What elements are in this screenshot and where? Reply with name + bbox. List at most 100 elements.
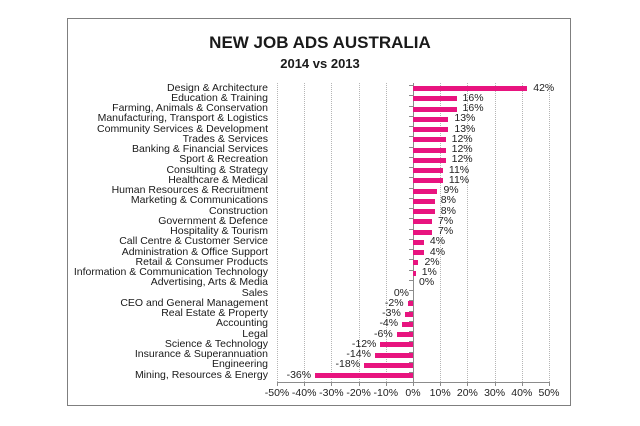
x-tick (440, 382, 442, 386)
category-label: Sport & Recreation (179, 153, 268, 166)
bar (413, 116, 449, 122)
gridline (467, 83, 469, 382)
bar (413, 168, 443, 173)
bar (413, 270, 416, 276)
y-tick (409, 197, 413, 199)
category-label: Banking & Financial Services (132, 143, 268, 155)
value-label: -36% (286, 368, 312, 381)
bar (413, 260, 419, 266)
y-tick (409, 126, 413, 127)
category-label: Sales (241, 286, 268, 299)
y-tick (409, 259, 413, 261)
x-tick-label: -40% (291, 387, 317, 399)
category-label: Engineering (211, 358, 268, 371)
value-label: -4% (379, 317, 399, 330)
value-label: -18% (335, 358, 361, 371)
y-tick (409, 218, 413, 220)
y-tick (409, 238, 413, 240)
bar (380, 342, 413, 348)
category-label: Science & Technology (164, 337, 268, 350)
bar (407, 301, 413, 307)
y-tick (409, 372, 413, 373)
y-tick (409, 300, 413, 302)
chart-frame (67, 18, 571, 406)
value-label: 13% (454, 112, 476, 125)
y-tick (409, 156, 413, 158)
value-label: -12% (351, 337, 377, 350)
value-label: 4% (429, 235, 446, 248)
category-label: Trades & Services (182, 132, 268, 145)
gridline (549, 83, 550, 382)
x-tick-label: -30% (319, 387, 344, 399)
y-tick (409, 341, 413, 343)
y-tick (409, 228, 413, 230)
value-label: 12% (451, 153, 473, 166)
value-label: -6% (374, 327, 393, 340)
category-label: Manufacturing, Transport & Logistics (97, 112, 268, 125)
category-label: Healthcare & Medical (168, 173, 268, 186)
category-label: Insurance & Superannuation (134, 348, 268, 360)
x-tick-label: -50% (264, 387, 290, 399)
value-label: 7% (438, 214, 454, 227)
bar (402, 321, 413, 327)
y-tick (409, 361, 413, 363)
category-label: Retail & Consumer Products (135, 255, 268, 268)
value-label: 42% (533, 81, 555, 94)
x-tick (385, 382, 387, 386)
category-label: CEO and General Management (120, 296, 268, 309)
category-label: Call Centre & Customer Service (119, 235, 268, 248)
bar (413, 86, 528, 91)
bar (364, 362, 413, 368)
category-label: Marketing & Communications (130, 194, 268, 207)
gridline (385, 83, 387, 382)
value-label: 0% (393, 286, 409, 299)
y-tick (409, 177, 413, 179)
y-tick (409, 269, 413, 271)
bar (374, 352, 413, 358)
x-tick-label: 20% (456, 387, 478, 399)
category-label: Accounting (216, 317, 268, 330)
value-label: 0% (419, 276, 435, 289)
value-label: 1% (421, 266, 437, 278)
value-label: 7% (438, 225, 454, 237)
value-label: 16% (462, 91, 484, 104)
bar (404, 311, 413, 317)
x-tick (304, 382, 306, 386)
value-label: -3% (382, 307, 401, 319)
value-label: 13% (454, 122, 476, 135)
x-tick (521, 382, 523, 386)
gridline (304, 83, 306, 382)
value-label: 4% (429, 245, 446, 258)
y-tick (409, 320, 413, 322)
x-tick (331, 382, 333, 386)
value-label: 2% (424, 255, 440, 268)
x-tick (467, 382, 469, 386)
x-tick-label: -20% (346, 387, 371, 399)
chart-subtitle: 2014 vs 2013 (280, 56, 360, 71)
category-label: Human Resources & Recruitment (111, 184, 268, 196)
value-label: 12% (451, 143, 473, 155)
y-tick (409, 167, 413, 168)
gridline (277, 83, 278, 382)
y-tick (409, 115, 413, 117)
y-tick (409, 351, 413, 353)
category-label: Information & Communication Technology (73, 266, 268, 278)
y-tick (409, 136, 413, 138)
y-tick (409, 279, 413, 281)
y-tick (409, 105, 413, 107)
category-label: Hospitality & Tourism (170, 225, 268, 237)
bar (396, 332, 413, 337)
value-label: 9% (443, 184, 459, 196)
bar (413, 209, 435, 214)
x-tick (549, 382, 550, 386)
bar (413, 106, 457, 112)
x-tick-label: 30% (484, 387, 506, 399)
gridline (331, 83, 333, 382)
value-label: 12% (451, 132, 473, 145)
category-label: Construction (209, 204, 268, 217)
value-label: 8% (440, 204, 456, 217)
bar (413, 188, 438, 194)
x-tick-label: 50% (538, 387, 560, 399)
category-label: Consulting & Strategy (166, 163, 268, 176)
bar (315, 373, 413, 378)
